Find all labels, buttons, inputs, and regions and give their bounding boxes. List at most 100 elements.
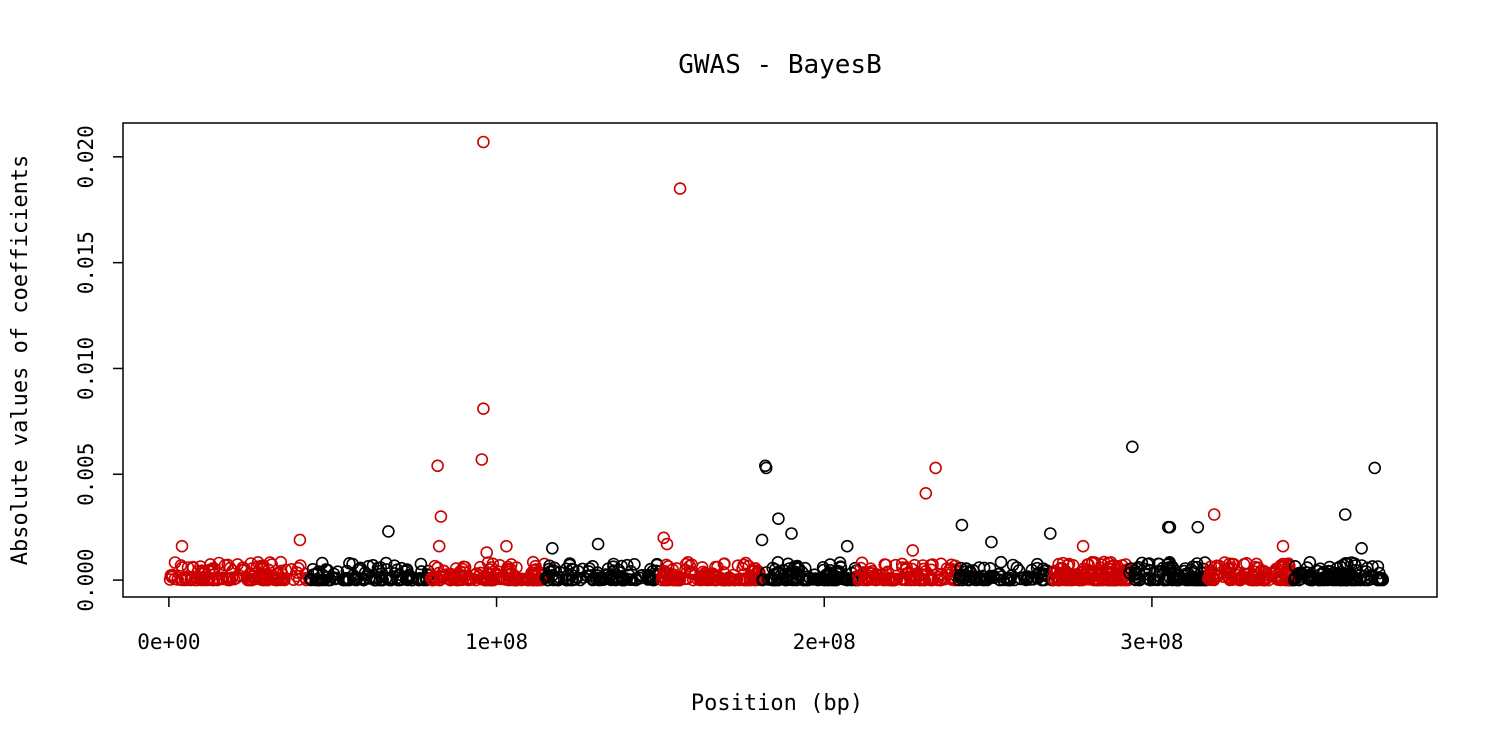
snp-point-highlight: [785, 527, 798, 540]
snp-point: [862, 566, 876, 579]
snp-point-highlight: [840, 539, 854, 553]
snp-point: [1223, 573, 1237, 587]
snp-point-highlight: [175, 539, 189, 553]
snp-point: [1079, 572, 1092, 586]
snp-point: [1142, 557, 1156, 570]
snp-point: [374, 561, 387, 574]
snp-point: [393, 573, 406, 587]
snp-point: [265, 558, 279, 571]
snp-point: [724, 572, 738, 586]
snp-point: [1373, 571, 1386, 585]
chart-title: GWAS - BayesB: [678, 50, 882, 80]
x-tick-label: 3e+08: [1120, 630, 1183, 654]
snp-point: [566, 573, 579, 587]
snp-point: [1179, 569, 1193, 582]
snp-point: [1147, 573, 1161, 587]
snp-point: [1313, 573, 1326, 587]
snp-point: [560, 562, 573, 576]
snp-point: [818, 573, 832, 587]
snp-point: [379, 571, 393, 585]
snp-point: [493, 558, 507, 572]
snp-point: [792, 562, 806, 575]
snp-point: [510, 561, 523, 574]
snp-point: [1337, 566, 1351, 580]
snp-point: [642, 572, 656, 585]
snp-point-highlight: [1368, 461, 1381, 475]
snp-point: [855, 556, 869, 570]
snp-point: [522, 573, 536, 587]
snp-point: [737, 573, 751, 587]
snp-point: [1223, 557, 1236, 571]
snp-point: [934, 573, 948, 587]
snp-point: [1098, 569, 1112, 583]
snp-point: [994, 555, 1008, 569]
snp-point: [617, 573, 631, 587]
snp-point: [684, 565, 697, 578]
snp-point-highlight: [1355, 541, 1368, 555]
snp-point: [230, 571, 243, 585]
snp-point: [1222, 561, 1236, 575]
snp-point: [276, 572, 290, 585]
snp-point: [1151, 573, 1164, 587]
snp-point-highlight: [591, 537, 605, 551]
snp-point: [686, 573, 700, 587]
snp-point: [1081, 563, 1095, 577]
snp-point: [508, 573, 522, 587]
snp-point: [838, 572, 852, 585]
snp-point: [1350, 573, 1363, 587]
snp-point: [539, 571, 553, 584]
snp-point: [1173, 572, 1186, 585]
snp-point-highlight: [480, 546, 494, 559]
snp-point-highlight: [1163, 520, 1177, 534]
snp-point: [1229, 572, 1243, 586]
snp-point: [406, 573, 419, 587]
snp-point: [274, 564, 288, 578]
snp-point: [1162, 557, 1176, 571]
y-axis: 0.000 0.005 0.010 0.015 0.020: [74, 125, 123, 612]
snp-point: [1345, 572, 1359, 586]
snp-point: [1259, 571, 1273, 584]
snp-point: [1010, 561, 1024, 574]
snp-point: [970, 573, 983, 587]
snp-point: [924, 558, 938, 572]
snp-point: [168, 556, 182, 569]
snp-point: [1186, 560, 1200, 574]
snp-point: [1056, 556, 1070, 570]
snp-point: [1317, 565, 1330, 579]
snp-point: [731, 559, 745, 573]
snp-point: [236, 561, 250, 574]
snp-point: [593, 573, 607, 587]
snp-point: [171, 573, 184, 586]
snp-point: [388, 559, 401, 573]
snp-point: [290, 566, 304, 579]
snp-point-highlight: [1126, 440, 1139, 454]
snp-point: [580, 569, 594, 583]
snp-point-highlight: [755, 533, 769, 547]
snp-point: [325, 570, 339, 584]
snp-point: [798, 561, 812, 575]
snp-point-highlight: [759, 461, 773, 475]
snp-point: [1114, 573, 1128, 587]
snp-point: [1247, 570, 1260, 583]
snp-point: [1030, 561, 1044, 575]
snp-point: [279, 563, 293, 577]
snp-point: [385, 572, 399, 586]
snp-point: [316, 568, 329, 582]
y-tick-label: 0.005: [74, 443, 98, 506]
snp-point: [665, 569, 679, 583]
snp-point: [709, 560, 722, 574]
snp-point: [1129, 568, 1143, 581]
snp-point: [623, 573, 637, 587]
snp-point: [1062, 557, 1076, 571]
snp-point-highlight: [673, 182, 687, 195]
snp-point: [195, 573, 209, 587]
y-tick-label: 0.010: [74, 337, 98, 400]
snp-point: [1130, 562, 1144, 576]
snp-point-highlight: [1207, 508, 1221, 521]
snp-point: [328, 572, 342, 586]
snp-point: [501, 560, 515, 574]
snp-point: [340, 564, 354, 578]
snp-point: [739, 556, 753, 570]
snp-point: [1035, 573, 1048, 587]
snp-point: [1053, 573, 1067, 587]
